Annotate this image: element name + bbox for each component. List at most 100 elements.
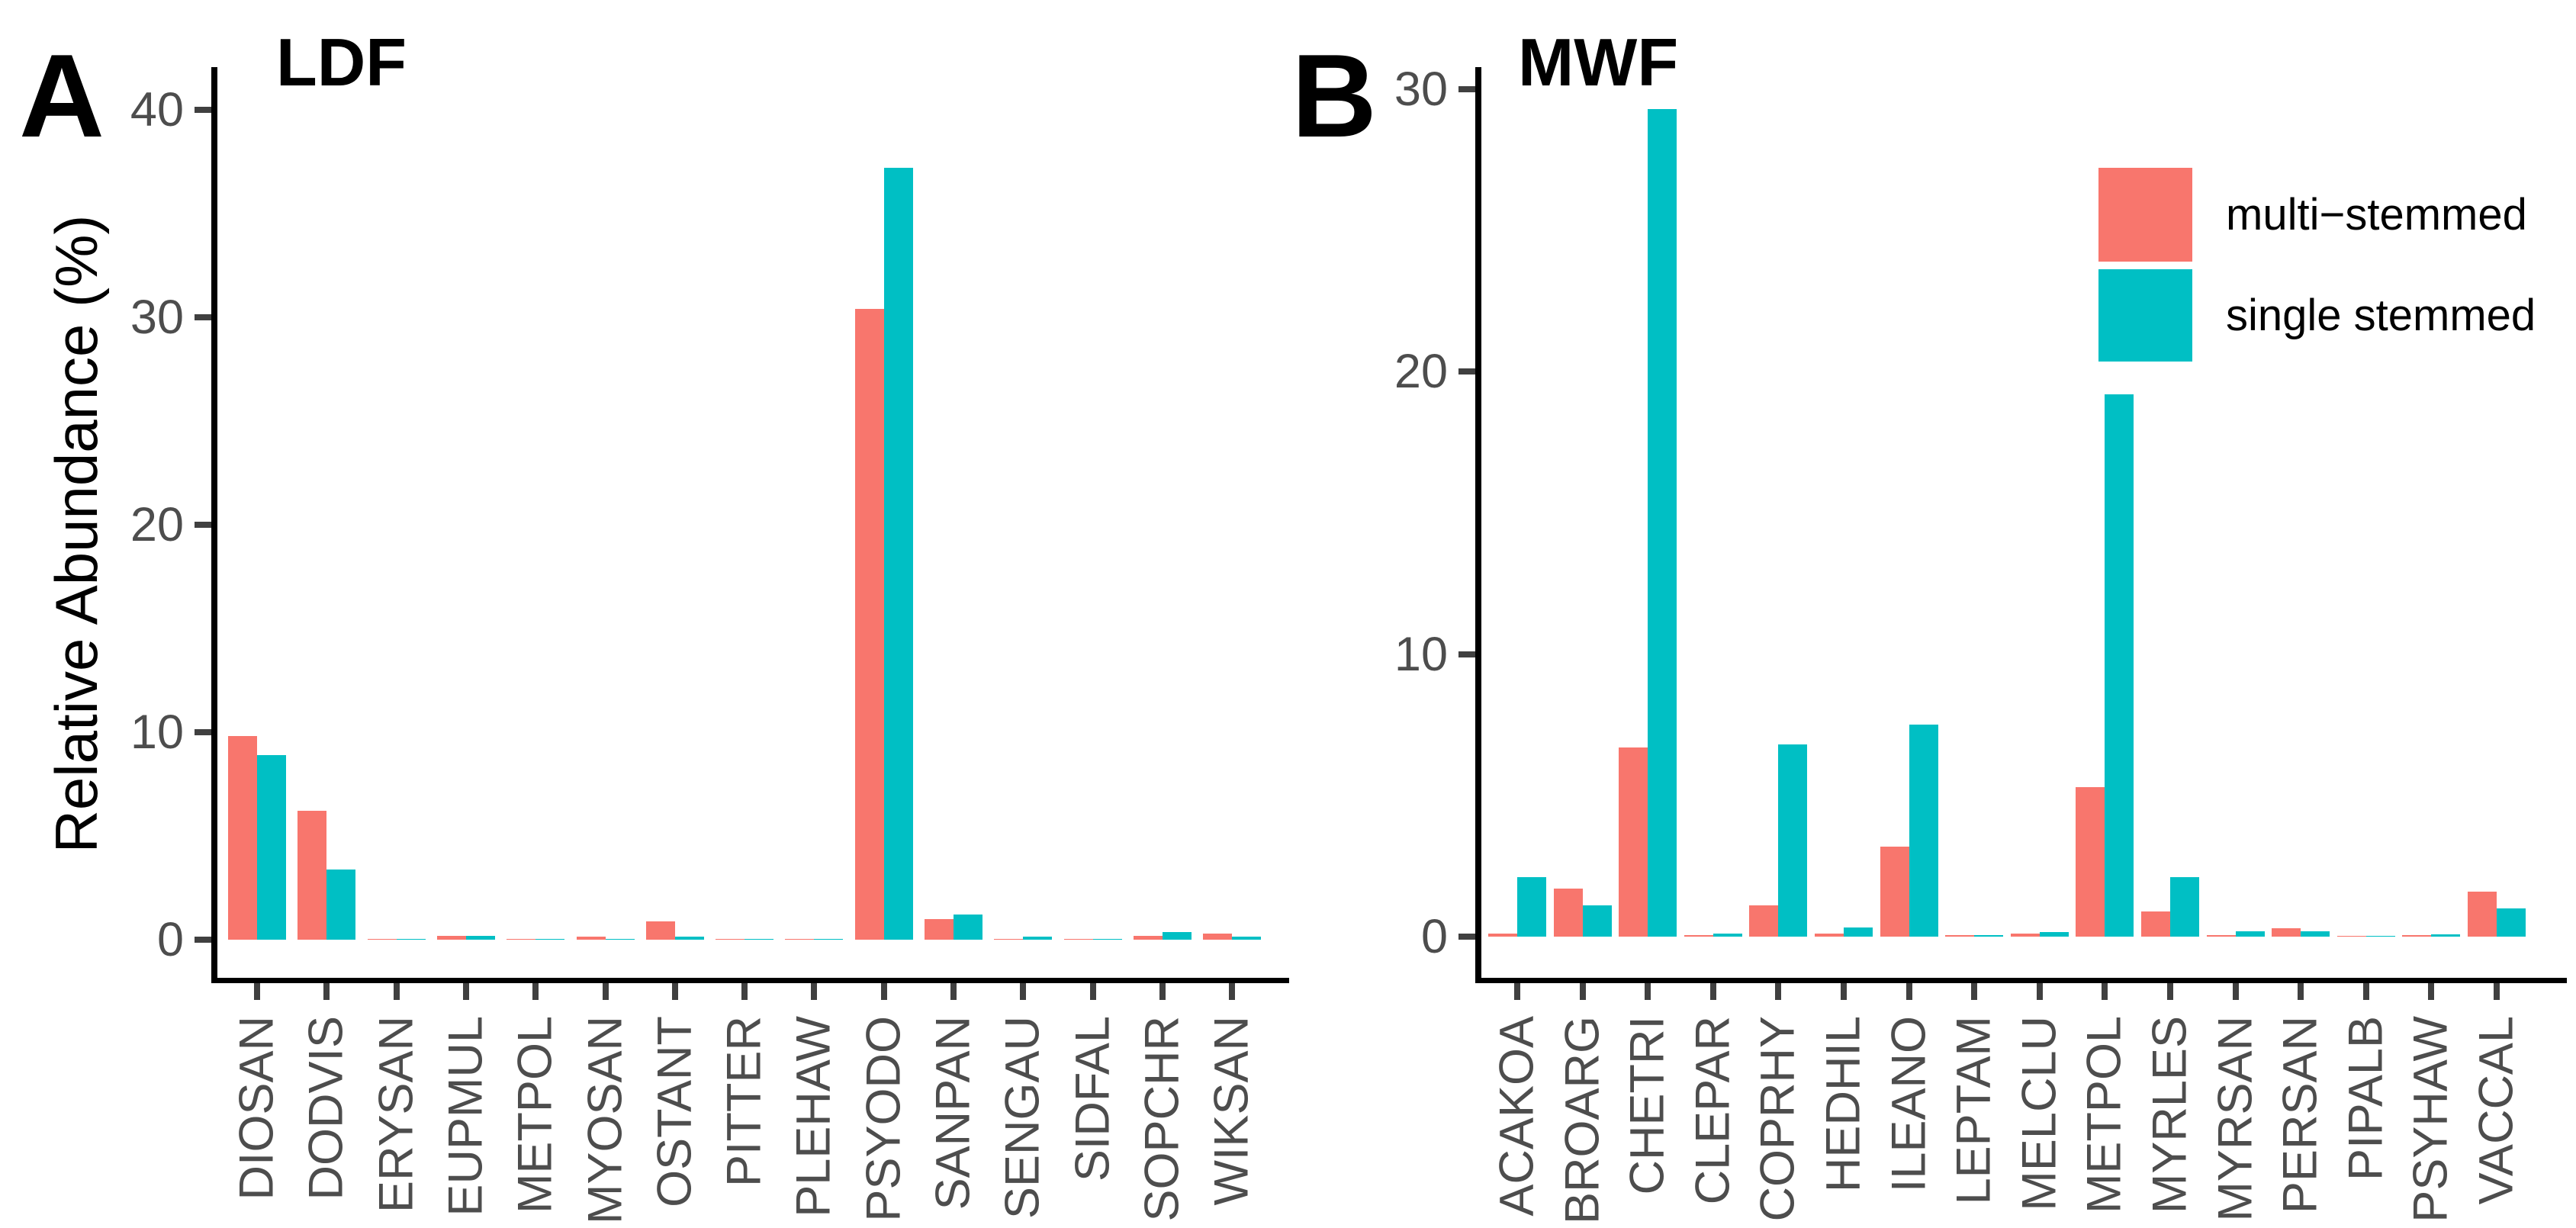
x-tick-a-OSTANT: [671, 983, 678, 1000]
bar-multi-stemmed-a-DODVIS: [297, 811, 327, 940]
bar-single-stemmed-a-METPOL: [535, 939, 565, 940]
bar-single-stemmed-a-SIDFAL: [1092, 939, 1122, 940]
bar-multi-stemmed-a-OSTANT: [645, 921, 675, 940]
x-tick-label-b-CLEPAR: CLEPAR: [1686, 1016, 1740, 1205]
x-tick-label-b-ACAKOA: ACAKOA: [1490, 1016, 1544, 1217]
bar-single-stemmed-b-HEDHIL: [1844, 927, 1873, 937]
bar-multi-stemmed-b-MYRSAN: [2206, 935, 2236, 937]
x-tick-a-SANPAN: [950, 983, 957, 1000]
x-tick-label-a-SOPCHR: SOPCHR: [1135, 1016, 1189, 1222]
bar-multi-stemmed-a-EUPMUL: [436, 935, 466, 940]
x-tick-a-PITTER: [741, 983, 748, 1000]
bar-multi-stemmed-b-CLEPAR: [1684, 935, 1713, 937]
x-tick-b-COPRHY: [1775, 983, 1782, 1000]
bar-single-stemmed-b-MYRSAN: [2235, 931, 2265, 937]
x-tick-a-WIKSAN: [1229, 983, 1236, 1000]
x-tick-label-b-MELCLU: MELCLU: [2012, 1016, 2066, 1211]
bar-single-stemmed-b-ILEANO: [1909, 725, 1938, 937]
bar-single-stemmed-b-CHETRI: [1648, 109, 1677, 937]
bar-multi-stemmed-b-BROARG: [1553, 889, 1583, 937]
y-tick-label-b-30: 30: [1394, 63, 1448, 117]
bar-multi-stemmed-a-PITTER: [716, 939, 745, 940]
x-tick-a-SENGAU: [1020, 983, 1027, 1000]
bar-multi-stemmed-a-MYOSAN: [576, 936, 606, 940]
x-tick-label-b-COPRHY: COPRHY: [1751, 1016, 1805, 1222]
bar-single-stemmed-a-OSTANT: [674, 936, 704, 940]
x-tick-b-VACCAL: [2494, 983, 2500, 1000]
bar-single-stemmed-a-WIKSAN: [1232, 936, 1262, 940]
y-tick-label-b-10: 10: [1394, 627, 1448, 681]
bar-single-stemmed-b-LEPTAM: [1974, 935, 2004, 937]
bar-multi-stemmed-b-PERSAN: [2272, 927, 2301, 937]
x-tick-b-METPOL: [2102, 983, 2108, 1000]
bar-single-stemmed-a-EUPMUL: [465, 935, 495, 940]
bar-single-stemmed-b-PIPALB: [2365, 935, 2395, 937]
bar-multi-stemmed-a-SANPAN: [925, 918, 954, 940]
y-tick-b-10: [1458, 651, 1475, 657]
bar-multi-stemmed-b-METPOL: [2076, 786, 2105, 937]
bar-single-stemmed-b-PERSAN: [2301, 931, 2330, 937]
x-tick-b-CLEPAR: [1709, 983, 1716, 1000]
x-tick-label-b-METPOL: METPOL: [2077, 1016, 2131, 1214]
bar-single-stemmed-a-SANPAN: [954, 915, 982, 940]
legend-swatch-single-stemmed: [2098, 269, 2192, 362]
x-tick-label-a-PSYODO: PSYODO: [857, 1016, 911, 1222]
x-tick-label-a-PITTER: PITTER: [717, 1016, 771, 1188]
x-tick-b-LEPTAM: [1971, 983, 1978, 1000]
x-tick-b-MELCLU: [2036, 983, 2043, 1000]
x-tick-a-DIOSAN: [254, 983, 260, 1000]
x-tick-label-a-DODVIS: DODVIS: [299, 1016, 353, 1201]
x-tick-label-b-MYRLES: MYRLES: [2143, 1016, 2197, 1214]
legend-label-single-stemmed: single stemmed: [2226, 291, 2536, 340]
bar-multi-stemmed-b-MYRLES: [2141, 911, 2170, 937]
panel-b-tag: B: [1291, 30, 1377, 162]
bar-single-stemmed-a-SENGAU: [1023, 936, 1053, 940]
x-tick-label-b-PSYHAW: PSYHAW: [2404, 1016, 2458, 1223]
x-tick-label-b-MYRSAN: MYRSAN: [2208, 1016, 2262, 1222]
bar-multi-stemmed-b-CHETRI: [1619, 747, 1648, 937]
x-tick-label-b-HEDHIL: HEDHIL: [1816, 1016, 1870, 1193]
x-tick-a-SOPCHR: [1159, 983, 1166, 1000]
bar-multi-stemmed-b-PSYHAW: [2402, 935, 2432, 937]
x-axis-line-a: [211, 978, 1289, 983]
panel-a-title: LDF: [276, 24, 407, 100]
bar-multi-stemmed-b-COPRHY: [1749, 905, 1779, 937]
bar-multi-stemmed-b-HEDHIL: [1815, 934, 1844, 937]
bar-single-stemmed-a-PITTER: [744, 939, 774, 940]
x-tick-label-b-ILEANO: ILEANO: [1882, 1016, 1936, 1193]
bar-multi-stemmed-b-VACCAL: [2468, 891, 2497, 937]
x-tick-label-b-BROARG: BROARG: [1555, 1016, 1610, 1225]
bar-multi-stemmed-a-SENGAU: [994, 939, 1024, 940]
bar-single-stemmed-a-PSYODO: [883, 168, 913, 940]
bar-single-stemmed-b-PSYHAW: [2431, 934, 2461, 937]
x-tick-label-a-ERYSAN: ERYSAN: [369, 1016, 423, 1213]
bar-multi-stemmed-a-WIKSAN: [1203, 933, 1233, 940]
bar-single-stemmed-a-DIOSAN: [257, 754, 286, 940]
x-tick-b-ACAKOA: [1514, 983, 1520, 1000]
y-tick-label-b-20: 20: [1394, 345, 1448, 399]
y-tick-a-40: [195, 107, 211, 113]
bar-single-stemmed-a-MYOSAN: [605, 939, 635, 940]
bar-multi-stemmed-a-METPOL: [507, 939, 536, 940]
x-tick-label-a-SANPAN: SANPAN: [926, 1016, 980, 1210]
x-tick-b-HEDHIL: [1841, 983, 1847, 1000]
x-tick-label-a-SIDFAL: SIDFAL: [1066, 1016, 1120, 1182]
y-tick-label-a-0: 0: [156, 913, 184, 966]
y-tick-a-10: [195, 729, 211, 735]
bar-single-stemmed-b-VACCAL: [2497, 908, 2526, 937]
x-axis-line-b: [1475, 978, 2567, 983]
x-tick-a-METPOL: [532, 983, 539, 1000]
y-tick-label-a-30: 30: [130, 291, 184, 344]
panel-a-tag: A: [19, 30, 105, 162]
y-axis-line-b: [1475, 67, 1481, 983]
x-tick-label-b-LEPTAM: LEPTAM: [1947, 1016, 2001, 1205]
x-tick-a-MYOSAN: [602, 983, 609, 1000]
y-tick-a-20: [195, 522, 211, 528]
bar-multi-stemmed-a-PSYODO: [854, 309, 884, 940]
bar-multi-stemmed-a-DIOSAN: [228, 736, 257, 940]
y-tick-label-a-10: 10: [130, 706, 184, 759]
bar-multi-stemmed-a-SIDFAL: [1063, 939, 1093, 940]
y-tick-label-a-20: 20: [130, 498, 184, 551]
x-tick-b-PIPALB: [2362, 983, 2369, 1000]
legend-swatch-multi-stemmed: [2098, 168, 2192, 262]
